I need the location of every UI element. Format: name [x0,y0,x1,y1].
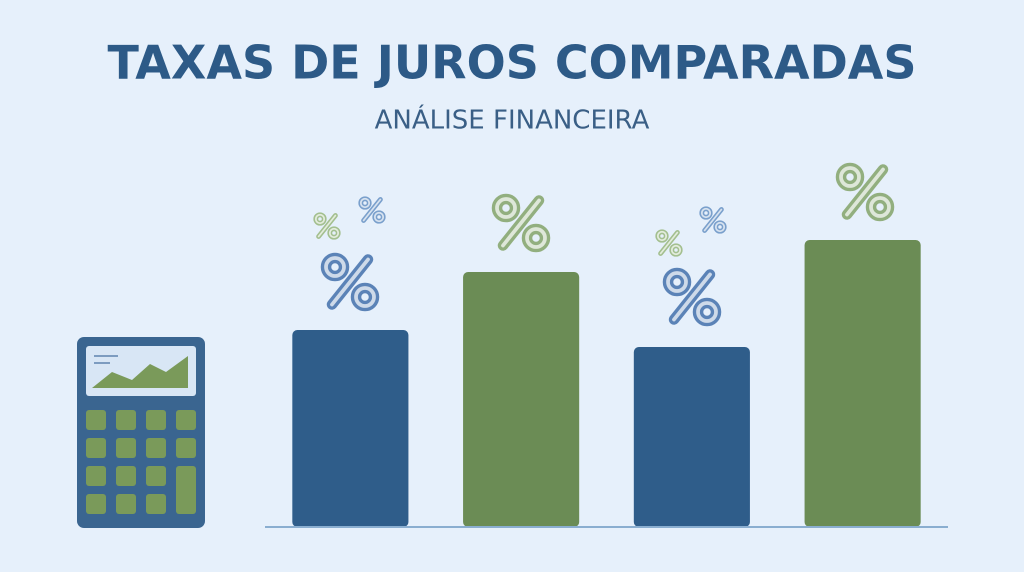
bar [463,272,580,527]
chart-title: TAXAS DE JUROS COMPARADAS [107,36,916,90]
chart-subtitle: ANÁLISE FINANCEIRA [375,104,650,136]
calculator-icon [77,337,205,528]
bar [633,347,750,527]
bar [804,240,921,527]
bar [292,330,409,527]
